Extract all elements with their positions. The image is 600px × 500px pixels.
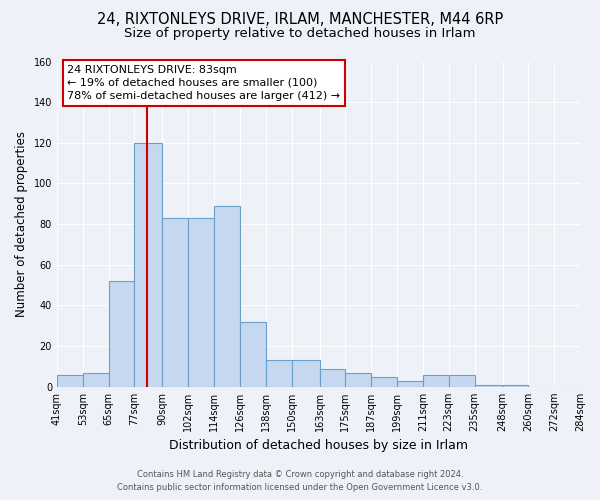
X-axis label: Distribution of detached houses by size in Irlam: Distribution of detached houses by size … [169,440,468,452]
Bar [449,374,475,387]
Text: 24 RIXTONLEYS DRIVE: 83sqm
← 19% of detached houses are smaller (100)
78% of sem: 24 RIXTONLEYS DRIVE: 83sqm ← 19% of deta… [67,65,341,101]
Bar [266,360,292,387]
Bar [188,218,214,387]
Bar [423,374,449,387]
Bar [292,360,320,387]
Y-axis label: Number of detached properties: Number of detached properties [15,131,28,317]
Bar [83,372,109,387]
Bar [214,206,240,387]
Text: Contains HM Land Registry data © Crown copyright and database right 2024.
Contai: Contains HM Land Registry data © Crown c… [118,470,482,492]
Bar [320,368,346,387]
Bar [475,385,503,387]
Bar [163,218,188,387]
Bar [134,143,163,387]
Text: Size of property relative to detached houses in Irlam: Size of property relative to detached ho… [124,28,476,40]
Text: 24, RIXTONLEYS DRIVE, IRLAM, MANCHESTER, M44 6RP: 24, RIXTONLEYS DRIVE, IRLAM, MANCHESTER,… [97,12,503,28]
Bar [240,322,266,387]
Bar [57,374,83,387]
Bar [109,281,134,387]
Bar [346,372,371,387]
Bar [371,376,397,387]
Bar [397,380,423,387]
Bar [503,385,529,387]
